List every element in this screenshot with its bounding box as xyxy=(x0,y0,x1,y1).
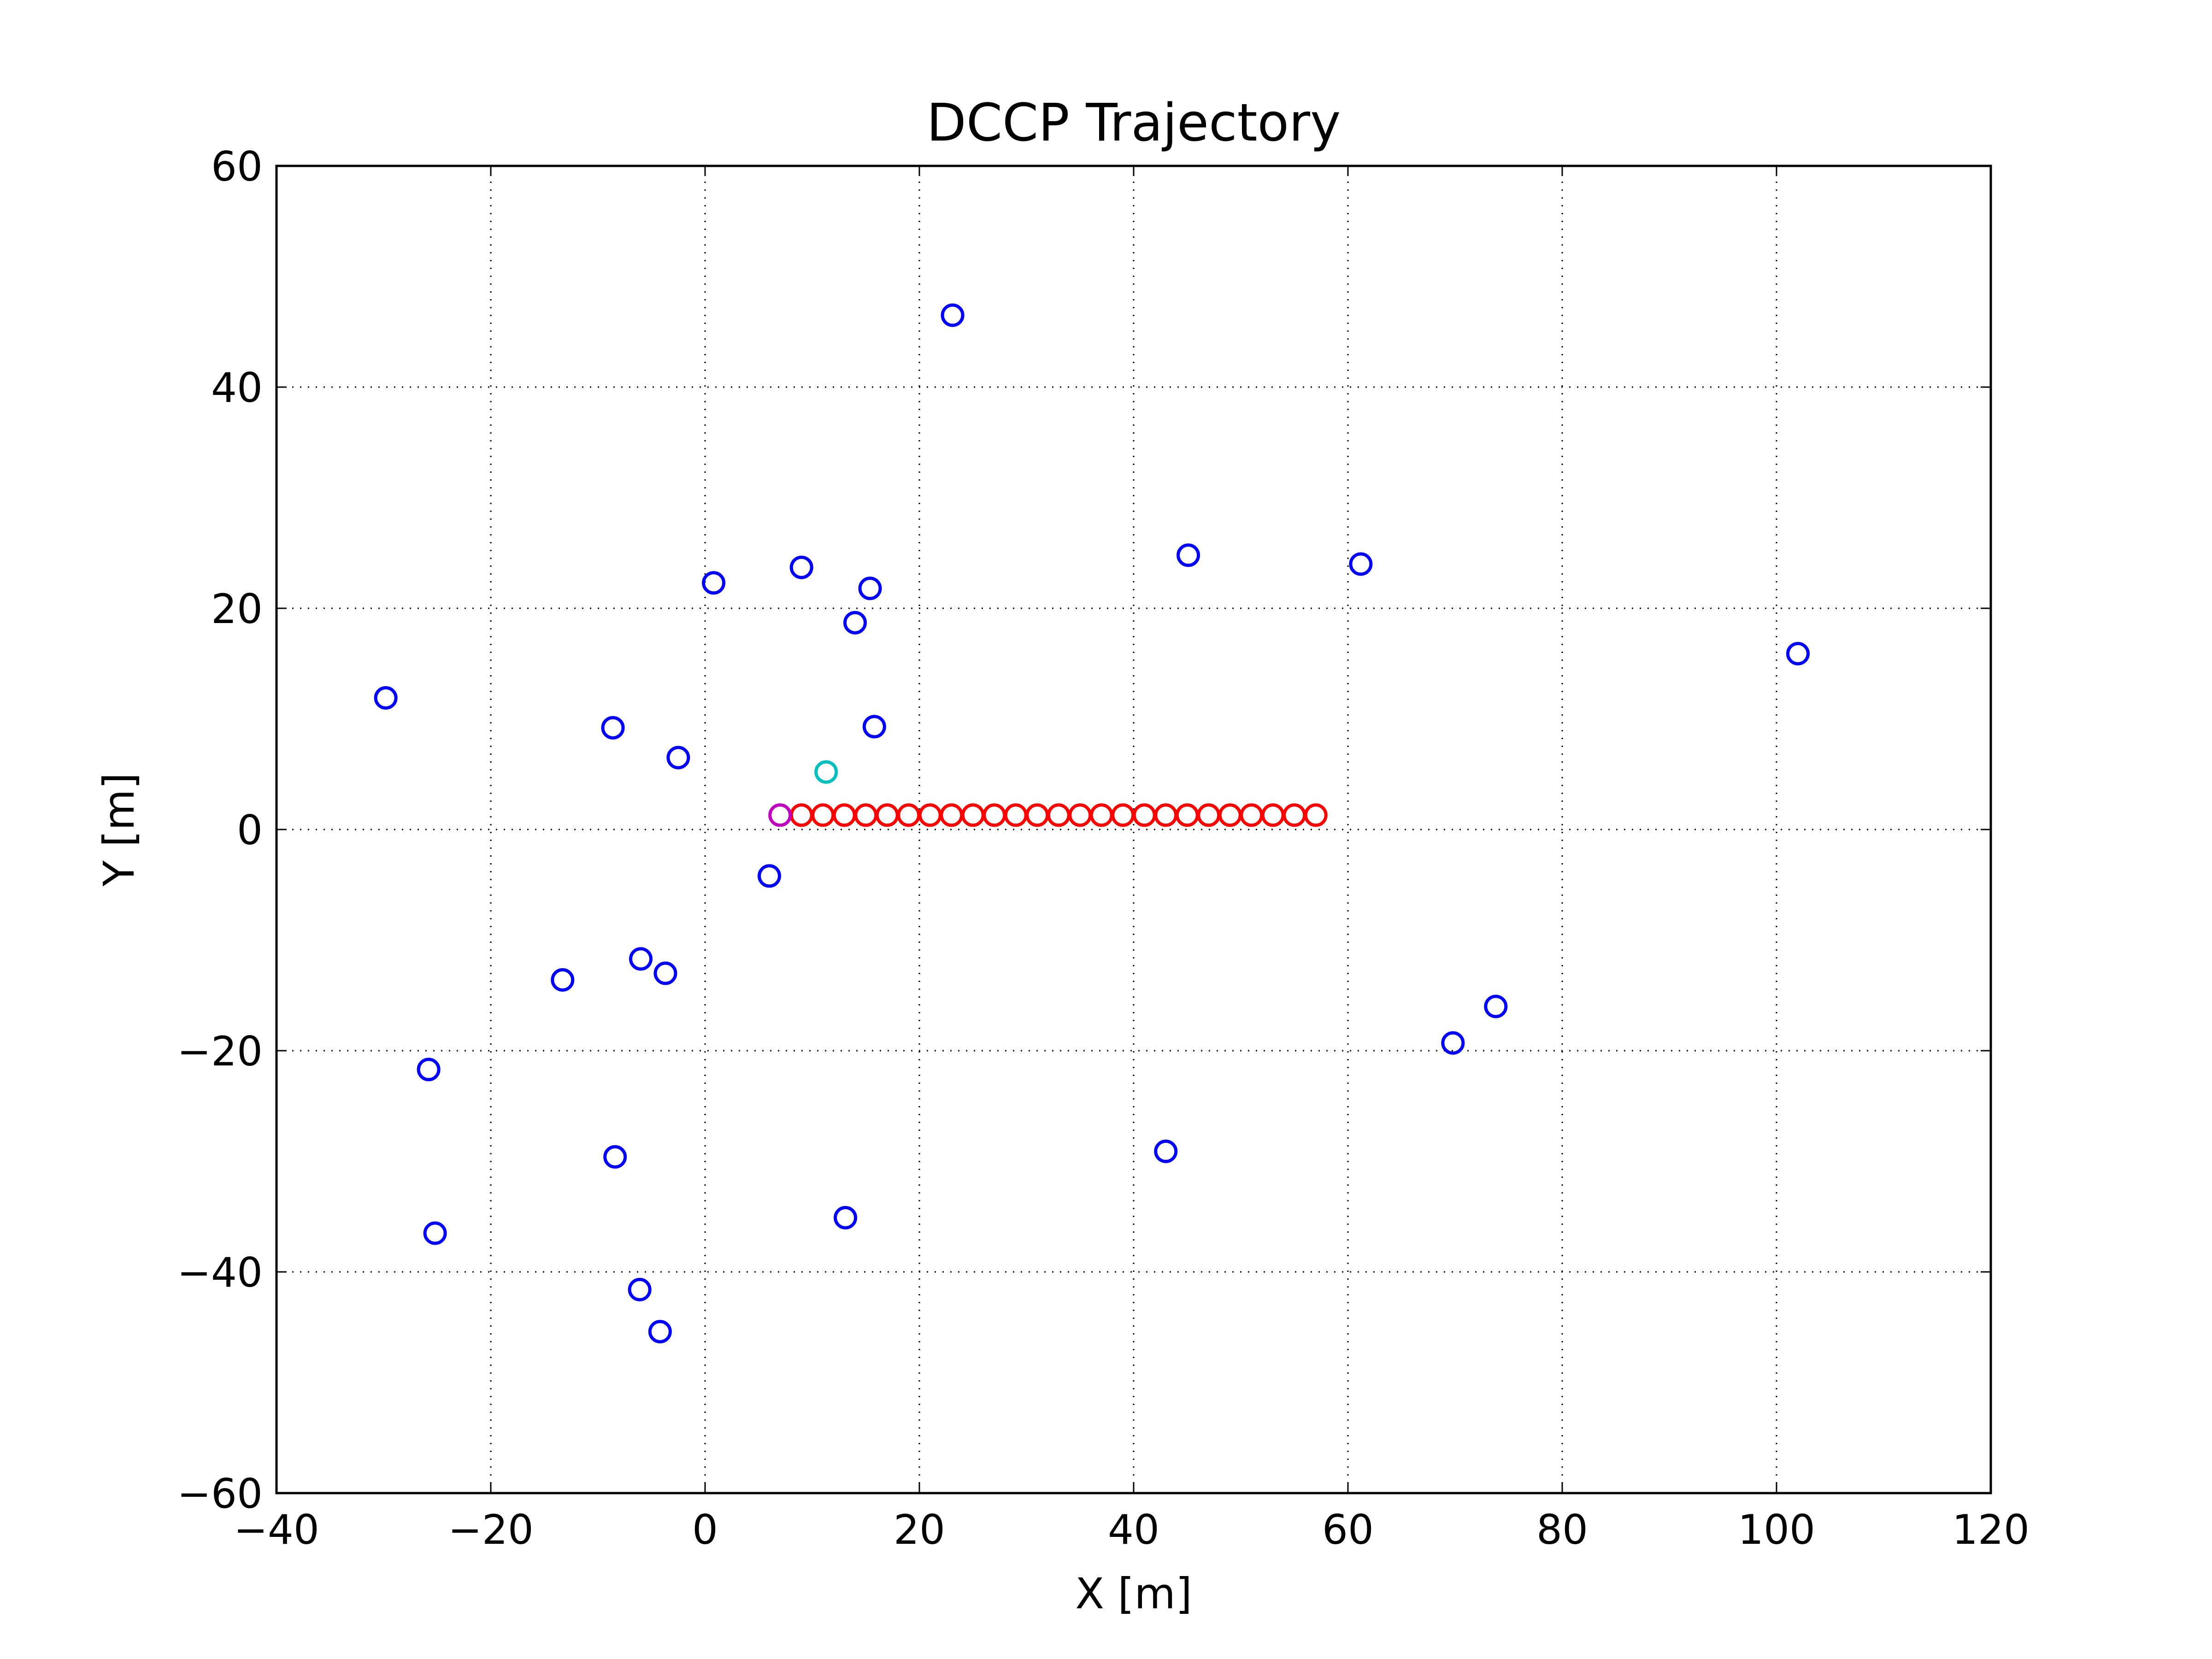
data-point xyxy=(940,803,964,827)
x-tick-label: 40 xyxy=(1108,1506,1159,1553)
data-point xyxy=(1786,641,1810,665)
data-point xyxy=(423,1221,447,1245)
data-point xyxy=(1025,803,1049,827)
y-axis-label: Y [m] xyxy=(94,773,144,887)
data-point xyxy=(1175,803,1199,827)
data-point xyxy=(1154,803,1178,827)
y-tick-label: 0 xyxy=(237,806,263,854)
x-tick-label: 100 xyxy=(1738,1506,1815,1553)
grid-lines xyxy=(276,166,1991,1493)
data-point xyxy=(768,803,792,827)
data-point xyxy=(1349,552,1373,576)
x-tick-label: −20 xyxy=(448,1506,534,1553)
data-point xyxy=(897,803,921,827)
data-point xyxy=(702,571,726,595)
scatter-series-0 xyxy=(374,303,1810,1344)
x-axis-label: X [m] xyxy=(1075,1569,1192,1618)
scatter-series-3 xyxy=(814,760,838,784)
data-point xyxy=(814,760,838,784)
data-point xyxy=(832,803,856,827)
y-tick-label: 20 xyxy=(211,585,263,633)
data-point xyxy=(374,686,398,710)
data-point xyxy=(982,803,1006,827)
data-point xyxy=(1177,543,1200,567)
data-point xyxy=(601,716,625,740)
x-tick-label: 80 xyxy=(1536,1506,1588,1553)
data-point xyxy=(1282,803,1306,827)
data-point xyxy=(811,803,835,827)
data-point xyxy=(1154,1139,1178,1163)
data-point xyxy=(417,1058,441,1082)
data-point xyxy=(648,1320,672,1344)
data-point xyxy=(1004,803,1028,827)
data-point xyxy=(1132,803,1156,827)
data-point xyxy=(603,1145,627,1169)
x-tick-label: 0 xyxy=(692,1506,718,1553)
axis-ticks xyxy=(276,165,1992,1494)
data-point xyxy=(941,303,965,327)
data-point xyxy=(875,803,899,827)
data-point xyxy=(1240,803,1264,827)
data-point xyxy=(1304,803,1328,827)
data-point xyxy=(653,961,677,985)
y-tick-label: −60 xyxy=(177,1470,263,1518)
data-point xyxy=(1218,803,1242,827)
plot-frame xyxy=(275,165,1992,1494)
y-tick-label: −20 xyxy=(177,1028,263,1075)
x-tick-label: −40 xyxy=(234,1506,319,1553)
data-point xyxy=(862,715,886,739)
data-point xyxy=(551,968,575,992)
data-point xyxy=(854,803,878,827)
data-point xyxy=(1047,803,1071,827)
data-point xyxy=(1484,994,1508,1018)
x-tick-label: 20 xyxy=(894,1506,945,1553)
x-tick-label: 60 xyxy=(1322,1506,1374,1553)
y-tick-label: −40 xyxy=(177,1249,263,1296)
scatter-series-1 xyxy=(789,803,1328,827)
data-point xyxy=(1068,803,1092,827)
y-tick-label: 60 xyxy=(211,143,263,190)
y-tick-label: 40 xyxy=(211,364,263,412)
data-point xyxy=(1111,803,1135,827)
data-point xyxy=(858,577,882,600)
data-point xyxy=(629,947,653,971)
data-point xyxy=(666,746,690,770)
data-point xyxy=(1197,803,1221,827)
data-point xyxy=(918,803,942,827)
data-point xyxy=(1441,1031,1465,1055)
chart-title: DCCP Trajectory xyxy=(927,93,1341,153)
scatter-points xyxy=(374,303,1810,1344)
data-point xyxy=(758,864,781,888)
data-point xyxy=(789,803,813,827)
scatter-series-2 xyxy=(768,803,792,827)
data-point xyxy=(1261,803,1285,827)
data-point xyxy=(961,803,985,827)
data-point xyxy=(628,1277,652,1301)
x-tick-label: 120 xyxy=(1952,1506,2030,1553)
data-point xyxy=(843,611,867,635)
data-point xyxy=(1089,803,1113,827)
data-point xyxy=(834,1206,858,1230)
x-tick-labels: −40 −20 0 20 40 60 80 100 120 xyxy=(234,1506,2030,1553)
y-tick-labels: −60 −40 −20 0 20 40 60 xyxy=(177,143,263,1518)
data-point xyxy=(789,555,813,579)
